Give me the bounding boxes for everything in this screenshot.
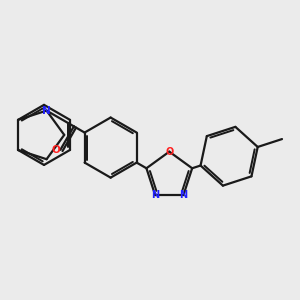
Text: N: N bbox=[42, 106, 51, 116]
Text: N: N bbox=[151, 190, 159, 200]
Text: O: O bbox=[52, 145, 60, 155]
Text: N: N bbox=[179, 190, 188, 200]
Text: O: O bbox=[165, 147, 173, 157]
